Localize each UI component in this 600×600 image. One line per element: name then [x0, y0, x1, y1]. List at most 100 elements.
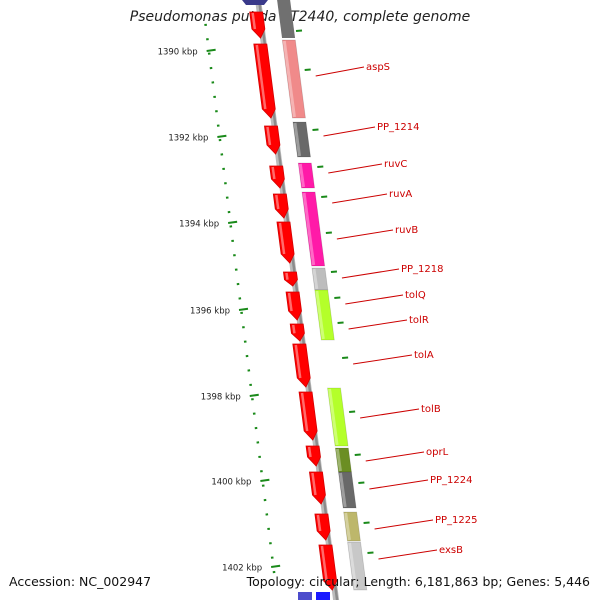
feature-tick: [330, 270, 338, 273]
feature-tick: [295, 29, 303, 32]
feature-tick: [358, 481, 365, 484]
kbp-label: 1400 kbp: [211, 478, 251, 488]
kbp-label: 1392 kbp: [168, 134, 208, 144]
gene-label-tolB: tolB: [421, 404, 441, 415]
label-connector: [378, 549, 438, 560]
edge-feature-top: [242, 0, 268, 5]
gene-label-tolA: tolA: [414, 350, 434, 361]
feature-tick: [363, 521, 370, 524]
accession-label: Accession: NC_002947: [9, 574, 152, 589]
label-connector: [332, 193, 388, 204]
forward-strand-features: [249, 11, 338, 591]
gene-feature: [292, 121, 311, 158]
gene-label-PP_1214: PP_1214: [377, 122, 420, 133]
feature-tick: [342, 356, 349, 359]
label-connector: [336, 229, 394, 240]
arrow-highlight: [275, 194, 280, 210]
gene-highlight: [282, 40, 296, 118]
gene-feature: [327, 387, 349, 447]
kbp-major-tick: [206, 48, 216, 52]
gene-labels: aspS PP_1214 ruvC ruvA ruvB PP_1218 tolQ tolR to…: [304, 62, 478, 560]
gene-features: [281, 39, 368, 591]
arrow-highlight: [291, 324, 296, 334]
label-connector: [369, 479, 429, 490]
edge-features: [242, 0, 330, 600]
gene-label-tolR: tolR: [409, 315, 429, 326]
gene-label-aspS: aspS: [366, 62, 390, 73]
gene-highlight: [348, 542, 358, 590]
gene-label-oprL: oprL: [426, 447, 449, 458]
arrow-highlight: [285, 272, 289, 280]
gene-label-ruvC: ruvC: [384, 159, 407, 170]
gene-label-PP_1218: PP_1218: [401, 264, 444, 275]
gene-highlight: [335, 448, 342, 472]
label-connector: [328, 163, 383, 174]
kbp-major-tick: [217, 134, 227, 138]
label-connector: [348, 319, 408, 330]
kbp-label: 1390 kbp: [158, 48, 198, 58]
kbp-major-tick: [238, 307, 249, 311]
kbp-major-tick: [270, 564, 281, 568]
gene-feature: [301, 191, 326, 267]
edge-feature-bottom: [316, 592, 330, 600]
kbp-major-tick: [260, 478, 270, 482]
gene-highlight: [293, 122, 301, 157]
label-connector: [360, 408, 420, 419]
feature-tick: [325, 231, 332, 234]
feature-tick: [337, 321, 344, 324]
kbp-major-tick: [227, 220, 238, 224]
gene-highlight: [298, 163, 306, 188]
arrow-highlight: [255, 44, 267, 110]
gene-label-PP_1224: PP_1224: [430, 475, 473, 486]
feature-tick: [367, 551, 374, 554]
feature-tick: [321, 195, 328, 198]
gene-label-PP_1225: PP_1225: [435, 515, 478, 526]
arrow-highlight: [300, 392, 309, 432]
arrow-highlight: [311, 472, 317, 496]
gene-highlight: [328, 388, 339, 446]
gene-highlight: [338, 472, 347, 508]
kbp-label: 1398 kbp: [201, 393, 241, 403]
gene-highlight: [344, 512, 351, 541]
arrow-highlight: [251, 12, 257, 30]
arrow-highlight: [307, 446, 312, 458]
kbp-scale: 1390 kbp 1392 kbp 1394 kbp 1396 kbp 1398 kbp…: [158, 23, 281, 574]
gene-feature: [347, 541, 368, 591]
arrow-highlight: [316, 514, 322, 532]
kbp-label: 1396 kbp: [190, 307, 230, 317]
arrow-highlight: [294, 344, 302, 379]
gene-feature: [338, 471, 357, 509]
gene-feature: [343, 511, 361, 542]
arrow-highlight: [271, 166, 276, 180]
kbp-label: 1402 kbp: [222, 564, 262, 574]
label-connector: [353, 354, 413, 365]
label-connector: [323, 126, 376, 137]
topology-label: Topology: circular; Length: 6,181,863 bp…: [246, 574, 590, 589]
label-connector: [341, 268, 400, 279]
label-connector: [365, 451, 425, 462]
gene-highlight: [312, 268, 319, 290]
feature-tick: [312, 128, 319, 131]
edge-feature-bottom: [298, 592, 312, 600]
gene-label-ruvA: ruvA: [389, 189, 412, 200]
map-title: Pseudomonas putida KT2440, complete geno…: [129, 9, 471, 25]
gene-highlight: [302, 192, 316, 266]
feature-tick: [304, 68, 311, 71]
feature-tick: [349, 410, 356, 413]
kbp-label: 1394 kbp: [179, 220, 219, 230]
label-connector: [374, 519, 434, 530]
arrow-highlight: [287, 292, 293, 312]
gene-feature: [314, 289, 335, 341]
feature-tick: [334, 296, 341, 299]
arrow-highlight: [278, 222, 286, 255]
gene-label-tolQ: tolQ: [405, 290, 426, 301]
arrow-highlight: [266, 126, 272, 146]
gene-feature: [297, 162, 315, 189]
kbp-major-tick: [249, 393, 259, 397]
arrow-highlight: [320, 545, 328, 582]
edge-feature-top-gray: [277, 0, 296, 38]
feature-tick: [317, 165, 324, 168]
gene-feature: [281, 39, 306, 119]
gene-highlight: [315, 290, 325, 340]
